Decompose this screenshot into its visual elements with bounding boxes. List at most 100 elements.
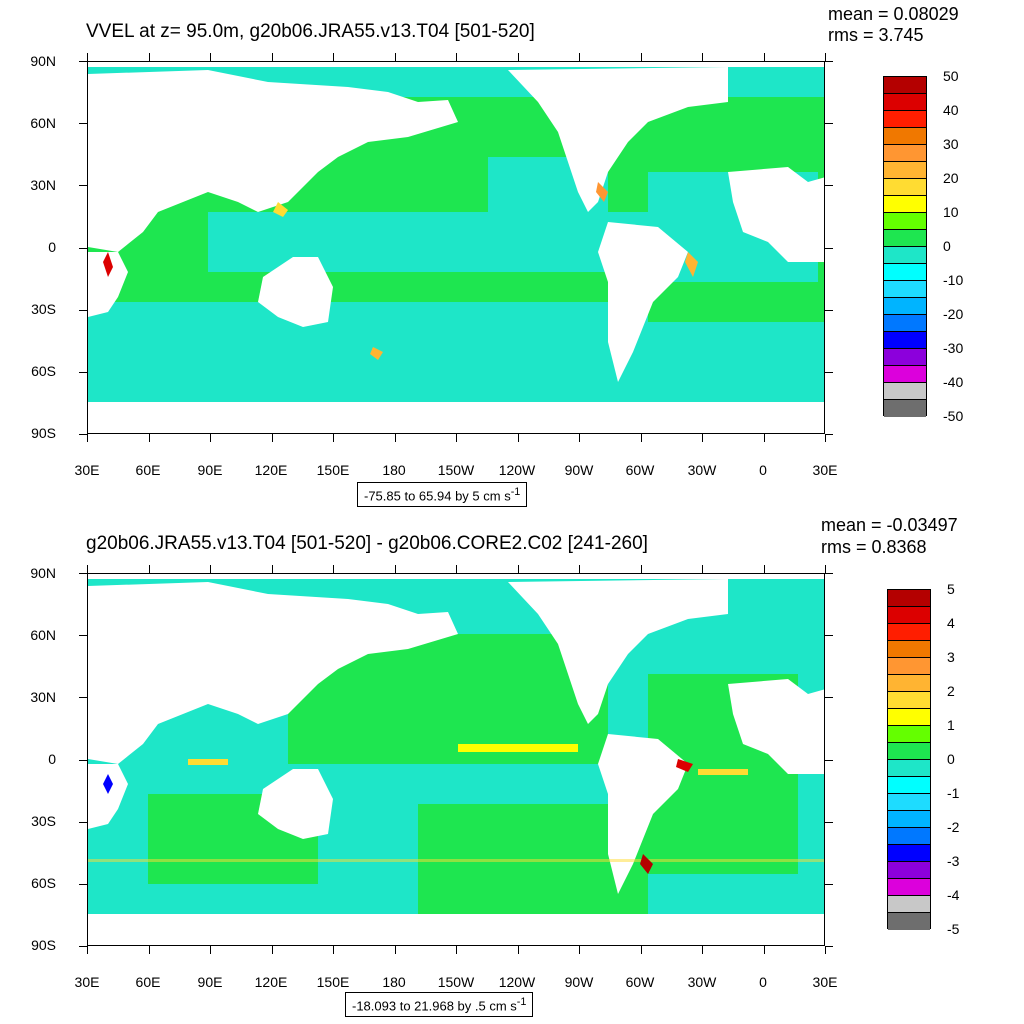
lon-label: 30W xyxy=(687,974,717,990)
colorbar-swatch xyxy=(884,128,926,145)
bottom-map-plot xyxy=(87,573,825,946)
colorbar-swatch xyxy=(884,400,926,417)
colorbar-swatch xyxy=(888,896,930,913)
axis-tick xyxy=(79,184,87,186)
axis-tick xyxy=(332,53,334,61)
axis-tick xyxy=(578,53,580,61)
axis-tick xyxy=(701,434,703,442)
axis-tick xyxy=(825,945,833,947)
axis-tick xyxy=(86,565,88,573)
axis-tick xyxy=(79,60,87,62)
colorbar-swatch xyxy=(884,315,926,332)
lat-label: 30N xyxy=(30,177,56,193)
axis-tick xyxy=(79,883,87,885)
lon-label: 120W xyxy=(498,974,536,990)
lon-label: 120E xyxy=(254,462,288,478)
top-map xyxy=(88,62,824,433)
axis-tick xyxy=(209,946,211,954)
axis-tick xyxy=(271,565,273,573)
axis-tick xyxy=(517,946,519,954)
range-sup: -1 xyxy=(510,486,521,498)
colorbar-swatch xyxy=(888,845,930,862)
colorbar-label: -4 xyxy=(947,887,960,903)
axis-tick xyxy=(763,53,765,61)
colorbar-label: 1 xyxy=(947,717,955,733)
bottom-panel: g20b06.JRA55.v13.T04 [501-520] - g20b06.… xyxy=(0,512,1024,1024)
lon-label: 150W xyxy=(437,462,475,478)
colorbar-swatch xyxy=(888,913,930,930)
lon-label: 180 xyxy=(382,974,406,990)
colorbar-swatch xyxy=(884,213,926,230)
colorbar-label: -3 xyxy=(947,853,960,869)
lon-label: 30E xyxy=(74,462,100,478)
axis-tick xyxy=(825,821,833,823)
axis-tick xyxy=(332,946,334,954)
lon-label: 60W xyxy=(625,974,655,990)
colorbar-label: -5 xyxy=(947,921,960,937)
axis-tick xyxy=(825,883,833,885)
lon-label: 60E xyxy=(135,974,161,990)
axis-tick xyxy=(209,53,211,61)
colorbar-swatch xyxy=(888,675,930,692)
axis-tick xyxy=(209,434,211,442)
colorbar-swatch xyxy=(888,658,930,675)
axis-tick xyxy=(148,434,150,442)
axis-tick xyxy=(394,565,396,573)
lon-label: 60E xyxy=(135,462,161,478)
top-mean: mean = 0.08029 xyxy=(828,4,959,24)
bottom-rms: rms = 0.8368 xyxy=(821,537,927,557)
axis-tick xyxy=(271,946,273,954)
axis-tick xyxy=(640,565,642,573)
axis-tick xyxy=(701,565,703,573)
axis-tick xyxy=(824,565,826,573)
colorbar-label: -30 xyxy=(943,340,964,356)
colorbar-label: 10 xyxy=(943,204,959,220)
colorbar-swatch xyxy=(884,332,926,349)
lat-label: 30S xyxy=(31,813,56,829)
lon-label: 150W xyxy=(437,974,475,990)
axis-tick xyxy=(825,309,833,311)
colorbar-swatch xyxy=(884,349,926,366)
axis-tick xyxy=(79,634,87,636)
colorbar-swatch xyxy=(884,77,926,94)
lat-label: 90S xyxy=(31,425,56,441)
top-title: VVEL at z= 95.0m, g20b06.JRA55.v13.T04 [… xyxy=(86,21,535,42)
lat-label: 60S xyxy=(31,363,56,379)
axis-tick xyxy=(79,696,87,698)
axis-tick xyxy=(79,309,87,311)
colorbar-swatch xyxy=(888,726,930,743)
lon-label: 90W xyxy=(564,462,594,478)
colorbar-label: 5 xyxy=(947,581,955,597)
colorbar-swatch xyxy=(888,862,930,879)
colorbar-label: -20 xyxy=(943,306,964,322)
axis-tick xyxy=(825,60,833,62)
colorbar-swatch xyxy=(888,811,930,828)
colorbar-label: -2 xyxy=(947,819,960,835)
lat-label: 90S xyxy=(31,937,56,953)
lat-label: 60N xyxy=(30,115,56,131)
lon-label: 0 xyxy=(759,462,767,478)
lon-label: 180 xyxy=(382,462,406,478)
axis-tick xyxy=(825,572,833,574)
colorbar-label: 30 xyxy=(943,136,959,152)
colorbar-swatch xyxy=(888,879,930,896)
colorbar-swatch xyxy=(888,760,930,777)
axis-tick xyxy=(825,371,833,373)
axis-tick xyxy=(517,53,519,61)
lat-label: 90N xyxy=(30,53,56,69)
range-text: -75.85 to 65.94 by 5 cm s xyxy=(364,488,511,504)
colorbar-swatch xyxy=(884,298,926,315)
colorbar-swatch xyxy=(884,383,926,400)
lon-label: 90E xyxy=(197,974,223,990)
range-sup: -1 xyxy=(516,996,527,1008)
lat-label: 0 xyxy=(48,239,56,255)
axis-tick xyxy=(79,433,87,435)
axis-tick xyxy=(578,565,580,573)
axis-tick xyxy=(79,247,87,249)
axis-tick xyxy=(640,946,642,954)
axis-tick xyxy=(148,565,150,573)
axis-tick xyxy=(825,759,833,761)
axis-tick xyxy=(86,946,88,954)
axis-tick xyxy=(763,946,765,954)
colorbar-swatch xyxy=(888,828,930,845)
